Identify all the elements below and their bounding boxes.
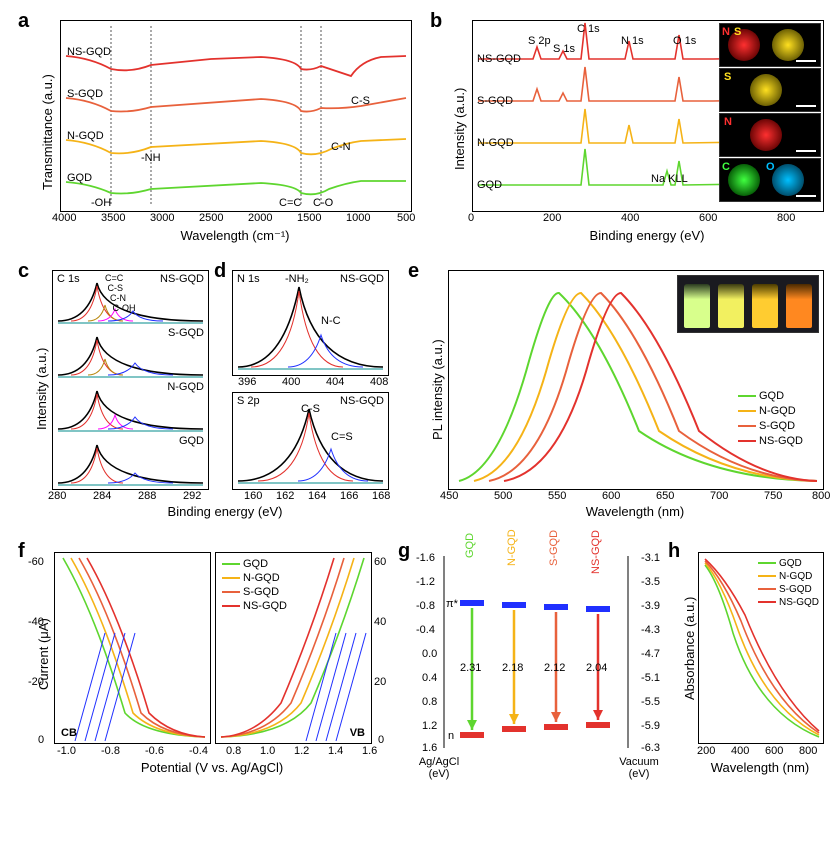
a-ylabel: Transmittance (a.u.): [40, 74, 55, 190]
panel-c: C 1s C=C C-S C-N C-OH NS-GQD S-GQD N-GQD…: [52, 270, 209, 490]
label-a: a: [18, 10, 29, 33]
f-legend: GQD N-GQD S-GQD NS-GQD: [222, 557, 287, 613]
a-trace-nsgqd: NS-GQD: [67, 46, 111, 58]
cd-xlabel: Binding energy (eV): [110, 504, 340, 519]
label-h: h: [668, 540, 680, 563]
figure-root: a NS-GQD S-GQD N-GQD GQD -OH -NH C=C C-O…: [0, 0, 837, 850]
e-legend: GQD N-GQD S-GQD NS-GQD: [738, 389, 803, 449]
label-f: f: [18, 540, 25, 563]
label-c: c: [18, 260, 29, 283]
a-m-cc: C=C: [279, 197, 301, 209]
panel-f-vb: VB GQD N-GQD S-GQD NS-GQD: [215, 552, 372, 744]
panel-a: NS-GQD S-GQD N-GQD GQD -OH -NH C=C C-O C…: [60, 20, 412, 212]
b-inset-sgqd: S: [719, 68, 821, 112]
h-legend: GQD N-GQD S-GQD NS-GQD: [758, 557, 819, 609]
a-xlabel: Wavelength (cm⁻¹): [60, 228, 410, 244]
a-trace-gqd: GQD: [67, 172, 92, 184]
label-e: e: [408, 260, 419, 283]
b-inset-ngqd: N: [719, 113, 821, 157]
label-b: b: [430, 10, 442, 33]
e-inset-vials: [677, 275, 819, 333]
a-trace-sgqd: S-GQD: [67, 88, 103, 100]
a-m-co: C-O: [313, 197, 333, 209]
label-g: g: [398, 540, 410, 563]
panel-b: NS-GQD S-GQD N-GQD GQD S 2p S 1s C 1s N …: [472, 20, 824, 212]
panel-g: GQD N-GQD S-GQD NS-GQD 2.31 2.18 2.12 2.…: [416, 552, 636, 784]
a-m-cs: C-S: [351, 95, 370, 107]
a-m-cn: C-N: [331, 141, 351, 153]
panel-e: GQD N-GQD S-GQD NS-GQD: [448, 270, 824, 490]
panel-h: GQD N-GQD S-GQD NS-GQD: [698, 552, 824, 744]
b-xlabel: Binding energy (eV): [472, 228, 822, 243]
a-m-oh: -OH: [91, 197, 111, 209]
panel-d-bot: S 2p C-S C=S NS-GQD: [232, 392, 389, 490]
label-d: d: [214, 260, 226, 283]
b-inset-nsgqd: N S: [719, 23, 821, 67]
a-m-nh: -NH: [141, 152, 161, 164]
b-inset-gqd: C O: [719, 158, 821, 202]
b-ylabel: Intensity (a.u.): [452, 88, 467, 170]
a-trace-ngqd: N-GQD: [67, 130, 104, 142]
panel-f-cb: CB: [54, 552, 211, 744]
c-ylabel: Intensity (a.u.): [34, 348, 49, 430]
panel-d-top: N 1s -NH₂ N-C NS-GQD: [232, 270, 389, 376]
panel-a-plot: [61, 21, 411, 211]
